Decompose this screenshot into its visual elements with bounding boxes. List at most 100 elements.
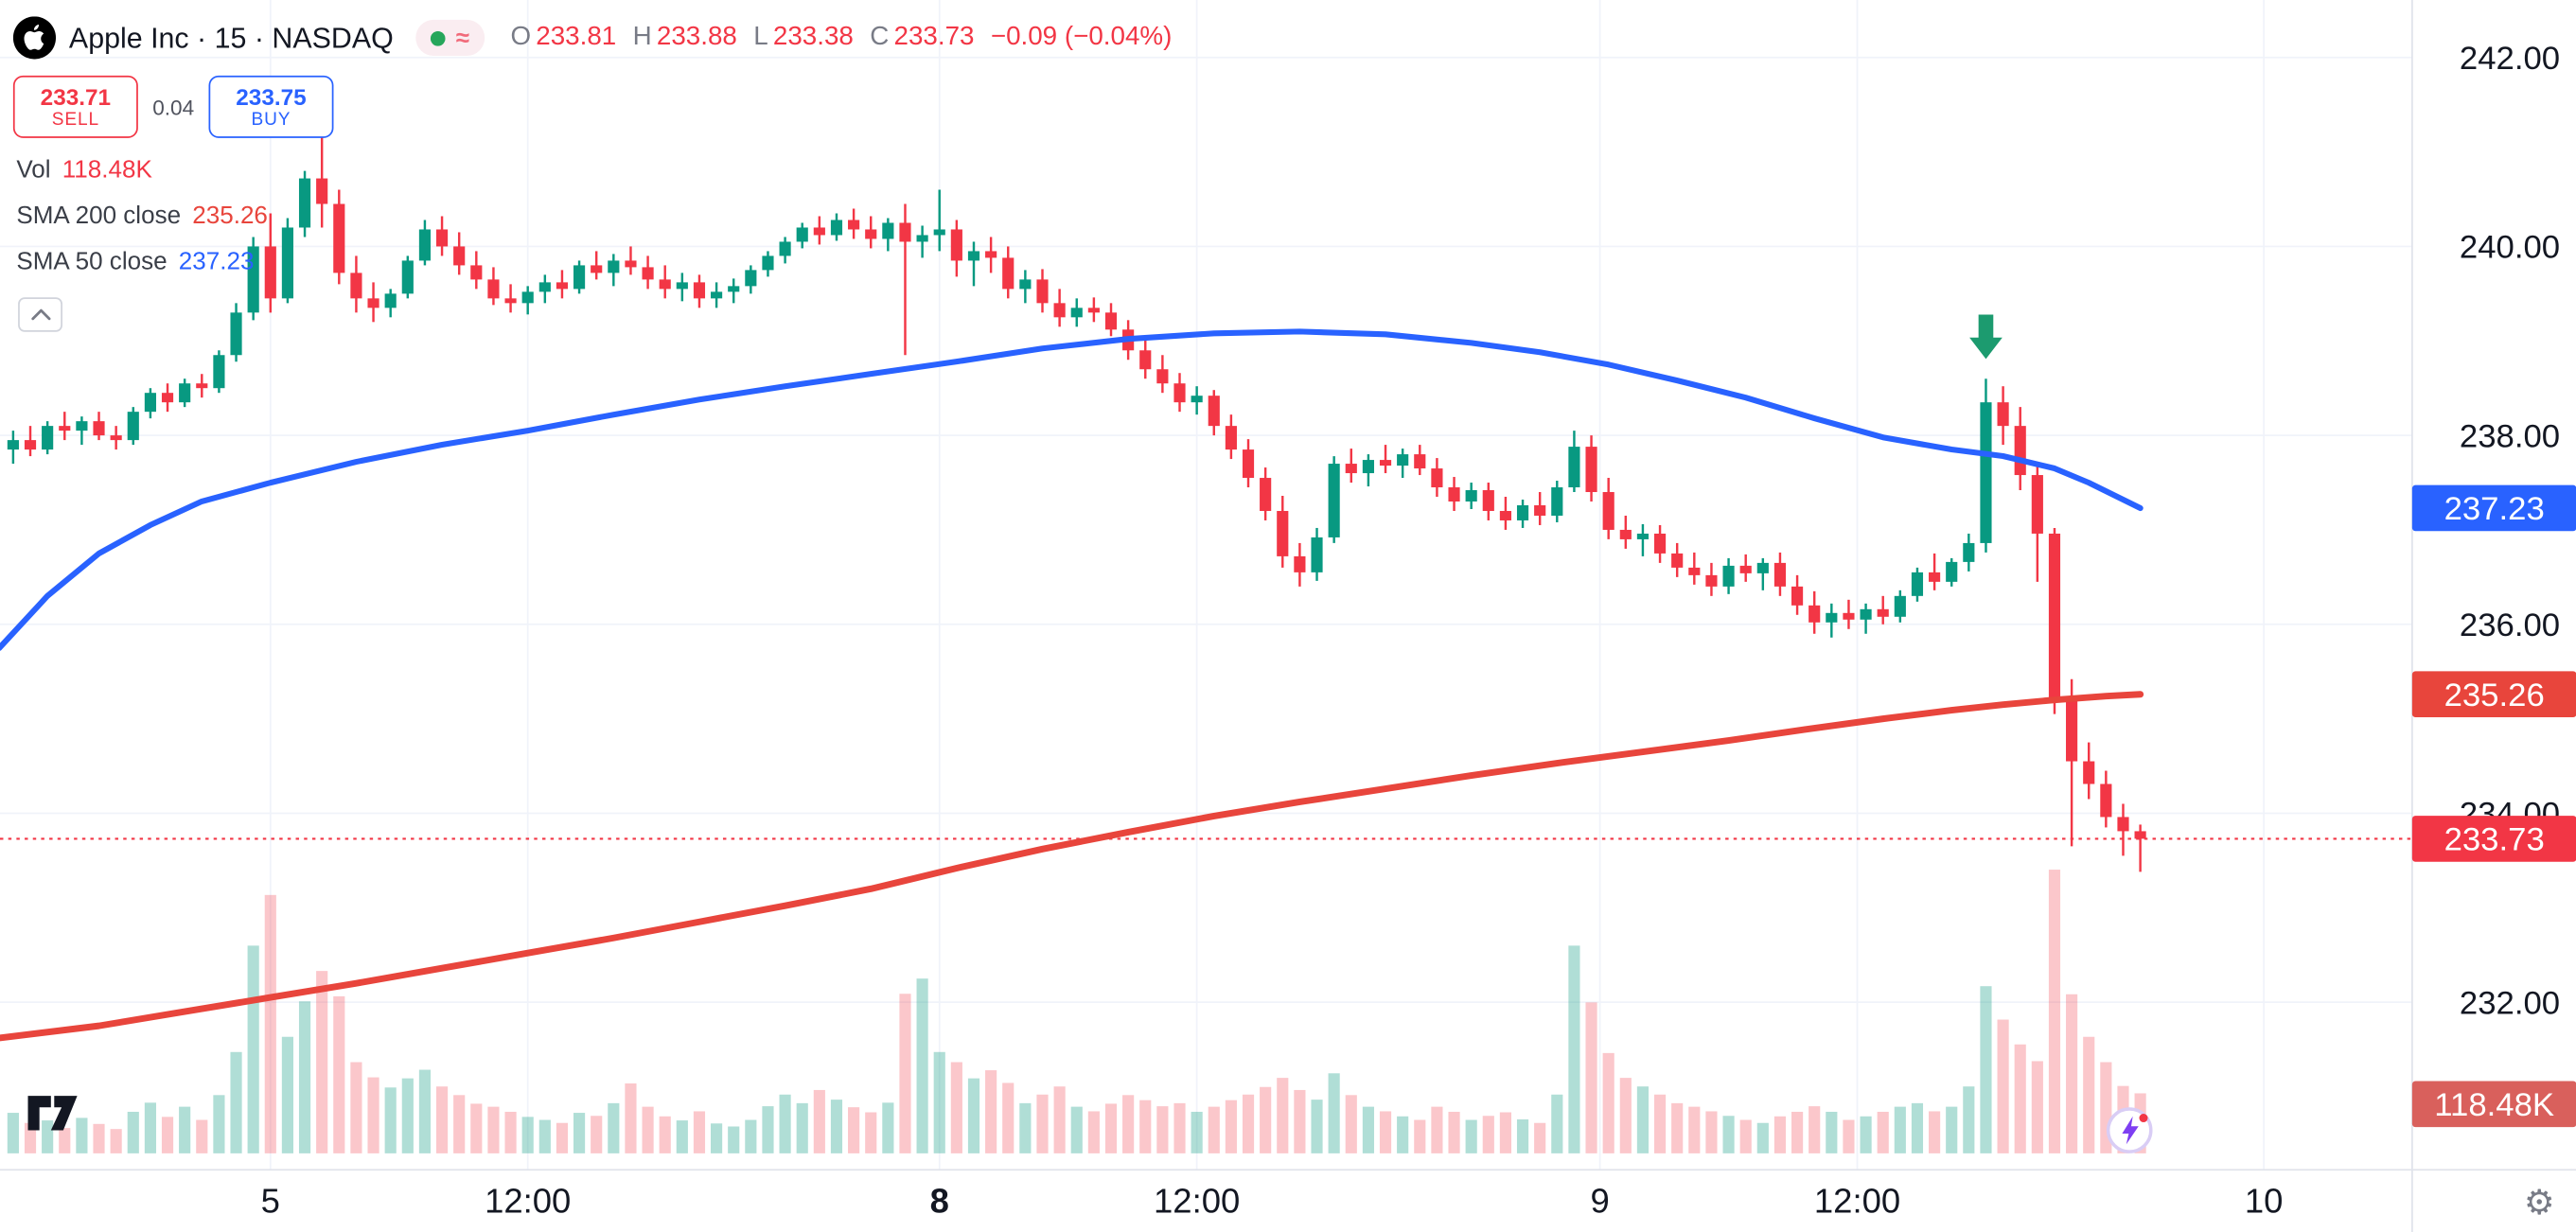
sell-price: 233.71 [40, 82, 112, 110]
volume-bar [1773, 1116, 1787, 1153]
price-tick-label: 240.00 [2460, 230, 2560, 266]
price-axis[interactable]: 242.00240.00238.00236.00234.00232.00237.… [2410, 0, 2576, 1232]
lightning-icon[interactable] [2105, 1106, 2154, 1164]
symbol-header: Apple Inc · 15 · NASDAQ ≈ O 233.81 H 233.8… [12, 13, 1172, 62]
volume-bar [7, 1113, 19, 1153]
settings-gear-icon[interactable]: ⚙ [2523, 1184, 2555, 1223]
candle [1191, 396, 1203, 403]
candle [985, 251, 997, 258]
volume-bar [110, 1129, 122, 1153]
volume-bar [59, 1128, 71, 1153]
candle [830, 220, 843, 236]
sma200-indicator-value: 235.26 [192, 202, 268, 231]
volume-bar [1722, 1116, 1735, 1153]
volume-bar [1877, 1111, 1889, 1153]
volume-bar [967, 1078, 980, 1153]
symbol-title[interactable]: Apple Inc · 15 · NASDAQ [68, 20, 394, 54]
collapse-legend-button[interactable] [18, 297, 62, 332]
candle [196, 383, 208, 389]
candle [24, 440, 37, 450]
candle [1877, 608, 1889, 617]
candle [1602, 492, 1614, 530]
volume-bar [1963, 1086, 1975, 1153]
candle [1019, 279, 1032, 290]
volume-bar [1929, 1111, 1941, 1153]
volume-bar [1002, 1082, 1015, 1153]
candle [298, 178, 311, 228]
candle [1894, 595, 1906, 617]
candle [1739, 565, 1752, 573]
volume-bar [281, 1036, 293, 1153]
candle [1773, 562, 1787, 587]
volume-bar [1414, 1119, 1426, 1153]
candle [1551, 487, 1563, 516]
volume-bar [1242, 1094, 1255, 1153]
volume-bar [213, 1095, 225, 1153]
volume-bar [264, 894, 276, 1153]
candle [1448, 487, 1460, 502]
volume-bar [1894, 1106, 1906, 1153]
apple-logo-icon [12, 16, 57, 60]
volume-bar [1980, 986, 1992, 1153]
volume-bar [1568, 945, 1580, 1153]
candle [1482, 490, 1494, 511]
candle [659, 279, 671, 290]
volume-bar [1619, 1078, 1632, 1153]
buy-button[interactable]: 233.75 BUY [208, 75, 334, 138]
volume-bar [848, 1107, 860, 1153]
candle [1225, 426, 1237, 450]
candle [367, 298, 379, 308]
volume-bar [1739, 1119, 1752, 1153]
candle [711, 291, 723, 299]
volume-bar [470, 1103, 483, 1153]
candle [1397, 454, 1409, 466]
candle [1379, 460, 1392, 466]
candle [504, 298, 517, 304]
candle [728, 286, 740, 292]
candle [2066, 697, 2078, 762]
candle [161, 393, 174, 403]
sell-label: SELL [51, 109, 99, 130]
volume-bar [865, 1112, 877, 1153]
time-tick-label: 9 [1590, 1181, 1609, 1220]
candle [591, 265, 603, 273]
volume-bar [1362, 1106, 1374, 1153]
volume-bar [813, 1089, 825, 1153]
open-value: 233.81 [536, 23, 617, 51]
candle [418, 229, 432, 261]
volume-bar [573, 1113, 586, 1153]
volume-bar [1756, 1122, 1769, 1153]
sma200-indicator-label: SMA 200 close [16, 202, 182, 231]
volume-bar [659, 1116, 671, 1153]
volume-bar [676, 1120, 688, 1153]
close-label: C [870, 23, 890, 51]
ohlc-readout: O 233.81 H 233.88 L 233.38 C 233.73 −0.09 (−… [510, 23, 1172, 52]
sma50-indicator-value: 237.23 [178, 248, 255, 276]
candle [1070, 308, 1083, 318]
price-tick-label: 236.00 [2460, 607, 2560, 643]
volume-bar [76, 1118, 88, 1153]
candle [435, 229, 449, 247]
volume-bar [762, 1106, 774, 1153]
time-axis[interactable]: 5 12:00 8 12:00 9 12:00 10 [0, 1169, 2576, 1220]
candle [2117, 817, 2129, 832]
candle [762, 255, 774, 271]
sell-button[interactable]: 233.71 SELL [12, 75, 138, 138]
volume-bar [693, 1111, 706, 1153]
candle [1722, 565, 1735, 587]
volume-bar [435, 1086, 449, 1153]
candle [1311, 537, 1323, 572]
price-label-box [2411, 484, 2576, 532]
volume-bar [1070, 1106, 1083, 1153]
candle [470, 265, 483, 280]
volume-bar [1036, 1094, 1049, 1153]
market-status-pill[interactable]: ≈ [416, 19, 485, 57]
volume-bar [1551, 1094, 1563, 1153]
volume-bar [1448, 1111, 1460, 1153]
tradingview-logo[interactable] [26, 1094, 82, 1141]
volume-bar [521, 1117, 534, 1153]
volume-bar [1053, 1086, 1066, 1153]
candle [1791, 586, 1804, 606]
